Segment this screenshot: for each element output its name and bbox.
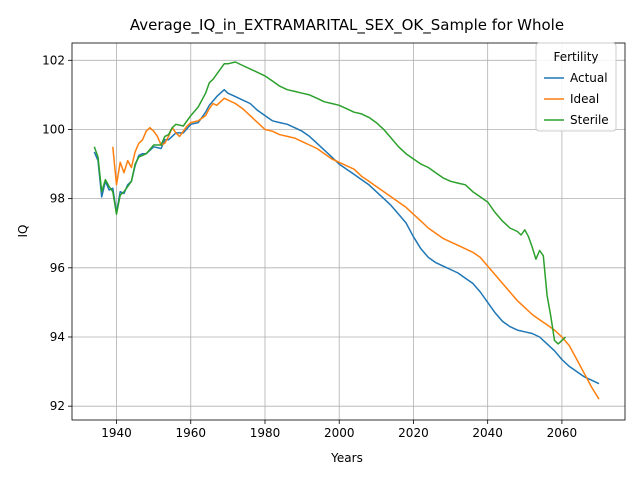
y-tick-label: 102	[42, 53, 65, 67]
x-tick-label: 2040	[472, 426, 503, 440]
y-axis-label: IQ	[16, 225, 30, 238]
plot-frame	[71, 42, 626, 421]
y-tick-label: 98	[50, 192, 65, 206]
legend-box	[535, 42, 617, 132]
x-tick-label: 1940	[101, 426, 132, 440]
legend-label-actual: Actual	[570, 71, 608, 85]
legend: Fertility Actual Ideal Sterile	[535, 42, 617, 132]
x-tick-label: 1980	[250, 426, 281, 440]
legend-label-sterile: Sterile	[570, 113, 609, 127]
grid	[72, 43, 625, 420]
plot-lines	[93, 61, 600, 400]
legend-label-ideal: Ideal	[570, 92, 599, 106]
axis-ticks: 1940 1960 1980 2000 2020 2040 2060 92 94 96 98 100 1…	[42, 53, 577, 440]
legend-title: Fertility	[553, 50, 598, 64]
y-tick-label: 94	[50, 330, 65, 344]
legend-items: Actual Ideal Sterile	[544, 71, 609, 127]
x-axis-label: Years	[330, 451, 363, 465]
x-tick-label: 1960	[175, 426, 206, 440]
chart-title: Average_IQ_in_EXTRAMARITAL_SEX_OK_Sample…	[130, 16, 564, 35]
x-tick-label: 2020	[398, 426, 429, 440]
series-line-actual	[93, 88, 600, 385]
x-tick-label: 2000	[324, 426, 355, 440]
x-tick-label: 2060	[547, 426, 578, 440]
series-line-sterile	[93, 61, 567, 345]
y-tick-label: 92	[50, 399, 65, 413]
y-tick-label: 100	[42, 122, 65, 136]
y-tick-label: 96	[50, 261, 65, 275]
